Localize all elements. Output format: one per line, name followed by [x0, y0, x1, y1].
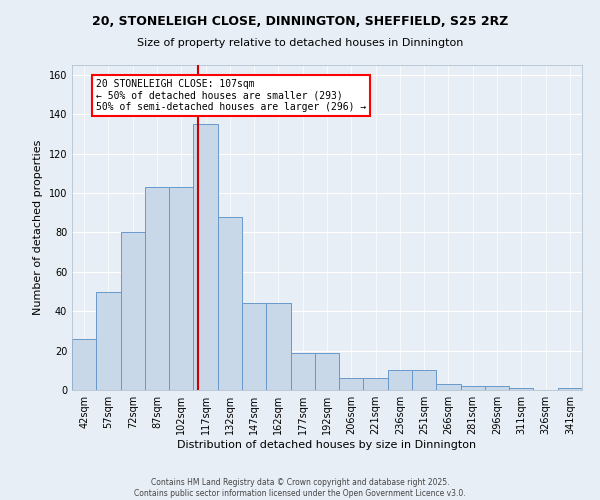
Bar: [509, 388, 533, 390]
Bar: [242, 304, 266, 390]
Bar: [121, 232, 145, 390]
Bar: [339, 378, 364, 390]
Bar: [558, 388, 582, 390]
Bar: [218, 216, 242, 390]
Bar: [436, 384, 461, 390]
Y-axis label: Number of detached properties: Number of detached properties: [33, 140, 43, 315]
X-axis label: Distribution of detached houses by size in Dinnington: Distribution of detached houses by size …: [178, 440, 476, 450]
Bar: [266, 304, 290, 390]
Text: 20 STONELEIGH CLOSE: 107sqm
← 50% of detached houses are smaller (293)
50% of se: 20 STONELEIGH CLOSE: 107sqm ← 50% of det…: [96, 79, 367, 112]
Bar: [145, 187, 169, 390]
Bar: [193, 124, 218, 390]
Bar: [485, 386, 509, 390]
Bar: [412, 370, 436, 390]
Text: Contains HM Land Registry data © Crown copyright and database right 2025.
Contai: Contains HM Land Registry data © Crown c…: [134, 478, 466, 498]
Bar: [315, 352, 339, 390]
Bar: [388, 370, 412, 390]
Bar: [461, 386, 485, 390]
Bar: [290, 352, 315, 390]
Text: 20, STONELEIGH CLOSE, DINNINGTON, SHEFFIELD, S25 2RZ: 20, STONELEIGH CLOSE, DINNINGTON, SHEFFI…: [92, 15, 508, 28]
Bar: [72, 339, 96, 390]
Bar: [364, 378, 388, 390]
Text: Size of property relative to detached houses in Dinnington: Size of property relative to detached ho…: [137, 38, 463, 48]
Bar: [169, 187, 193, 390]
Bar: [96, 292, 121, 390]
